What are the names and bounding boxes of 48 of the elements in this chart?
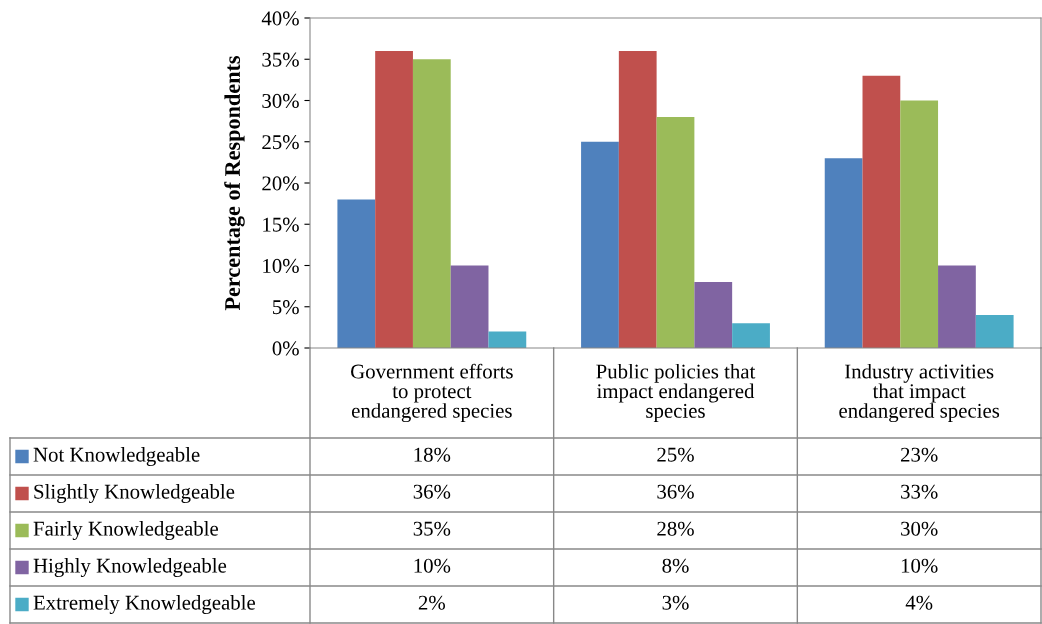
data-label: 18% (414, 447, 451, 462)
bar (824, 158, 863, 348)
legend-label: Slightly Knowledgeable (34, 484, 235, 503)
y-tick-label: 30% (262, 93, 299, 108)
legend-label: Not Knowledgeable (33, 447, 200, 466)
data-label: 2% (418, 595, 446, 610)
x-tick-label: Government efforts to protect endangered species (351, 363, 513, 423)
data-label: 8% (662, 558, 689, 573)
bar (450, 265, 489, 348)
bar (900, 100, 939, 348)
data-label: 36% (413, 484, 451, 499)
y-tick-label: 10% (263, 258, 299, 273)
bar (694, 282, 733, 348)
y-tick-label: 0% (272, 341, 299, 356)
bar (581, 141, 619, 348)
x-tick-label: Public policies that impact endangered species (596, 363, 756, 423)
bar (975, 315, 1014, 348)
bar (488, 331, 527, 348)
y-tick-label: 15% (263, 217, 299, 232)
y-tick-label: 5% (273, 300, 299, 315)
data-label: 4% (905, 595, 933, 610)
data-label: 35% (413, 521, 451, 536)
bar (412, 59, 451, 348)
data-label: 36% (657, 484, 694, 499)
data-label: 33% (901, 484, 938, 499)
y-tick-label: 40% (261, 11, 299, 26)
data-label: 30% (901, 521, 938, 536)
legend-label: Extremely Knowledgeable (33, 595, 255, 614)
y-tick-label: 35% (262, 52, 299, 67)
bar (656, 117, 695, 348)
bar (337, 199, 376, 348)
y-tick-label: 20% (262, 176, 299, 191)
bar (862, 75, 901, 348)
bar (375, 51, 413, 348)
data-label: 28% (657, 521, 694, 536)
y-tick-label: 25% (262, 135, 299, 150)
data-label: 3% (662, 595, 689, 610)
legend-label: Highly Knowledgeable (33, 558, 227, 577)
bar (732, 323, 770, 348)
data-label: 10% (901, 558, 938, 573)
data-label: 10% (414, 558, 451, 573)
bar (938, 265, 976, 348)
data-label: 25% (657, 447, 694, 462)
bar (618, 51, 657, 348)
y-axis-title: Percentage of Respondents (224, 55, 245, 311)
data-label: 23% (900, 447, 938, 462)
legend-label: Fairly Knowledgeable (33, 521, 218, 540)
x-tick-label: Industry activities that impact endangered species (839, 363, 1000, 423)
